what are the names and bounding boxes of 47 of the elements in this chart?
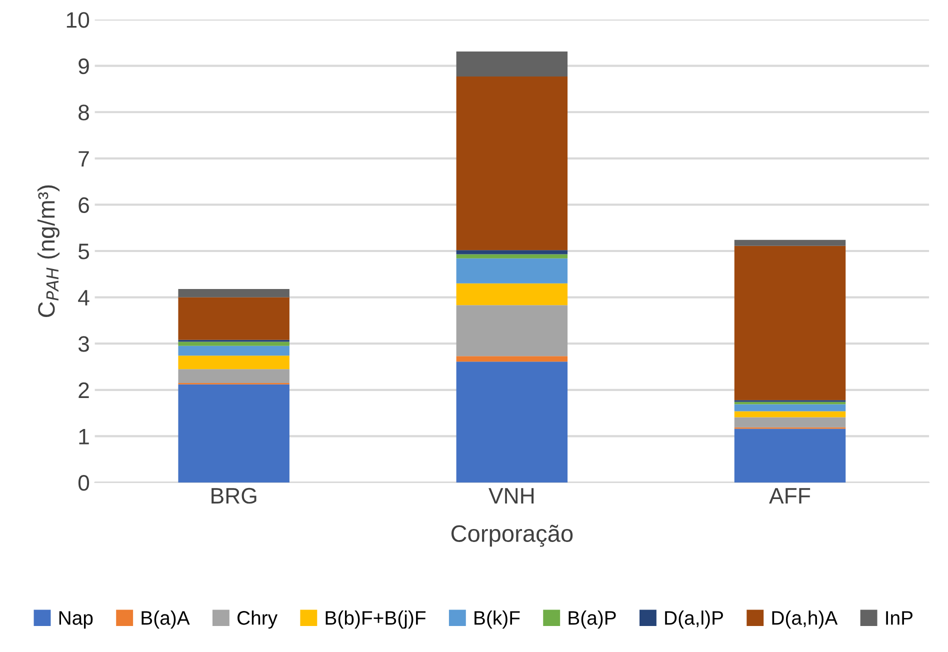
bar (456, 283, 568, 306)
bar (178, 288, 290, 298)
legend-label: B(a)A (142, 610, 190, 629)
bar (734, 417, 846, 428)
y-tick-label: 7 (78, 151, 89, 166)
y-tick-label: 6 (78, 197, 89, 213)
bar (456, 254, 568, 258)
bar (734, 240, 846, 246)
bar (178, 297, 290, 340)
bar (734, 411, 846, 418)
x-tick-label: VNH (488, 488, 534, 504)
y-tick-label: 5 (78, 244, 90, 260)
legend-label: Chry (237, 610, 278, 629)
bar (456, 305, 568, 356)
bar (734, 404, 846, 412)
y-axis-title: C$_{PAH}$ (ng/m³) (37, 185, 60, 317)
bar (178, 346, 290, 356)
x-axis-title: Corporação (451, 524, 573, 547)
bar (178, 342, 290, 346)
y-tick-label: 2 (78, 382, 89, 398)
y-tick-label: 4 (78, 290, 90, 306)
bar (178, 384, 290, 482)
legend-label: Nap (59, 611, 93, 629)
y-tick-label: 1 (79, 428, 89, 444)
y-tick-label: 10 (66, 12, 90, 28)
y-tick-label: 8 (78, 104, 89, 120)
y-tick-label: 3 (78, 336, 89, 352)
x-tick-label: AFF (769, 488, 810, 504)
legend-label: B(a)P (568, 610, 616, 629)
y-tick-label: 0 (78, 475, 90, 491)
bar (456, 362, 568, 482)
bar (456, 52, 568, 76)
bar (178, 356, 290, 370)
bar (734, 428, 846, 482)
bar (456, 258, 568, 284)
bar (734, 246, 846, 400)
legend-label: B(b)F+B(j)F (326, 610, 426, 629)
bar (456, 76, 568, 250)
bar (178, 369, 290, 383)
legend-label: D(a,l)P (665, 610, 723, 629)
bar (456, 250, 568, 254)
legend-label: B(k)F (474, 610, 520, 629)
legend-label: D(a,h)A (772, 610, 838, 629)
y-tick-label: 9 (78, 58, 89, 74)
bar (456, 356, 568, 362)
x-tick-label: BRG (212, 488, 256, 504)
legend-label: InP (886, 611, 913, 625)
